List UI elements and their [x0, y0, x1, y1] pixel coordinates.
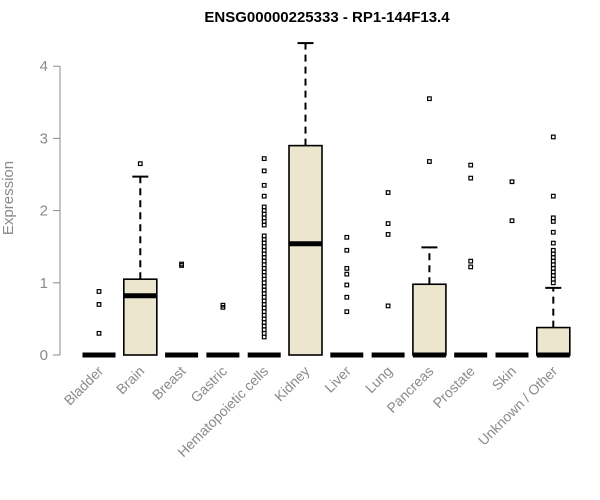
outlier-point	[96, 302, 102, 307]
outlier-point	[385, 221, 391, 226]
outlier-point	[385, 303, 391, 309]
outlier-point	[344, 247, 350, 253]
outlier-point	[344, 271, 350, 277]
outlier-point	[509, 179, 515, 185]
boxes-layer	[82, 42, 571, 358]
y-tick-label: 0	[40, 347, 48, 364]
outlier-point	[261, 233, 267, 239]
outlier-point	[427, 96, 432, 102]
outlier-point	[550, 240, 556, 246]
box-group	[412, 96, 447, 358]
outlier-point	[96, 330, 102, 336]
box-group	[165, 261, 199, 358]
outlier-point	[261, 168, 267, 174]
outlier-point	[344, 294, 350, 300]
y-tick-label: 3	[40, 130, 48, 147]
outlier-point	[550, 134, 556, 140]
y-tick-label: 2	[40, 203, 48, 220]
x-tick-label: Breast	[149, 363, 189, 403]
x-tick-label: Brain	[113, 363, 147, 397]
outlier-point	[468, 175, 474, 181]
box-group	[82, 289, 116, 358]
box-group	[371, 190, 405, 358]
box-group	[123, 161, 158, 356]
outlier-point	[96, 289, 102, 294]
outlier-point	[261, 156, 267, 162]
x-tick-label: Prostate	[430, 363, 478, 411]
x-tick-label: Liver	[321, 363, 354, 396]
chart-title: ENSG00000225333 - RP1-144F13.4	[204, 9, 450, 26]
box-group	[330, 234, 364, 358]
outlier-point	[344, 265, 350, 271]
outlier-point	[385, 232, 391, 237]
outlier-point	[468, 258, 474, 264]
outlier-point	[261, 204, 267, 210]
x-tick-label: Skin	[489, 363, 520, 394]
y-axis: 0 1 2 3 4	[40, 58, 61, 364]
outlier-point	[220, 302, 226, 308]
box-group	[495, 179, 529, 358]
outlier-point	[550, 247, 556, 253]
box-iqr	[412, 283, 447, 356]
y-axis-label: Expression	[0, 161, 17, 235]
outlier-point	[550, 215, 556, 221]
box-iqr	[535, 326, 571, 356]
outlier-point	[344, 234, 350, 240]
box-group	[247, 156, 281, 358]
outlier-point	[550, 229, 556, 235]
x-tick-label: Kidney	[271, 363, 313, 405]
y-tick-label: 4	[40, 58, 48, 75]
outlier-point	[344, 282, 350, 288]
outlier-point	[137, 161, 143, 167]
box-group	[206, 302, 240, 358]
x-tick-label: Bladder	[61, 363, 107, 409]
outlier-point	[468, 264, 474, 270]
outlier-point	[427, 159, 432, 164]
x-tick-label: Lung	[362, 363, 395, 396]
box-iqr	[288, 144, 323, 356]
outlier-point	[468, 162, 474, 168]
y-tick-label: 1	[40, 275, 48, 292]
box-iqr	[123, 278, 158, 356]
outlier-point	[550, 193, 556, 199]
box-group	[288, 42, 323, 356]
outlier-point	[385, 190, 391, 195]
outlier-point	[179, 261, 185, 267]
outlier-point	[261, 182, 267, 188]
box-group	[535, 134, 571, 358]
outlier-point	[509, 218, 515, 224]
outlier-point	[261, 193, 267, 199]
box-group	[454, 162, 488, 358]
outlier-point	[344, 309, 350, 315]
